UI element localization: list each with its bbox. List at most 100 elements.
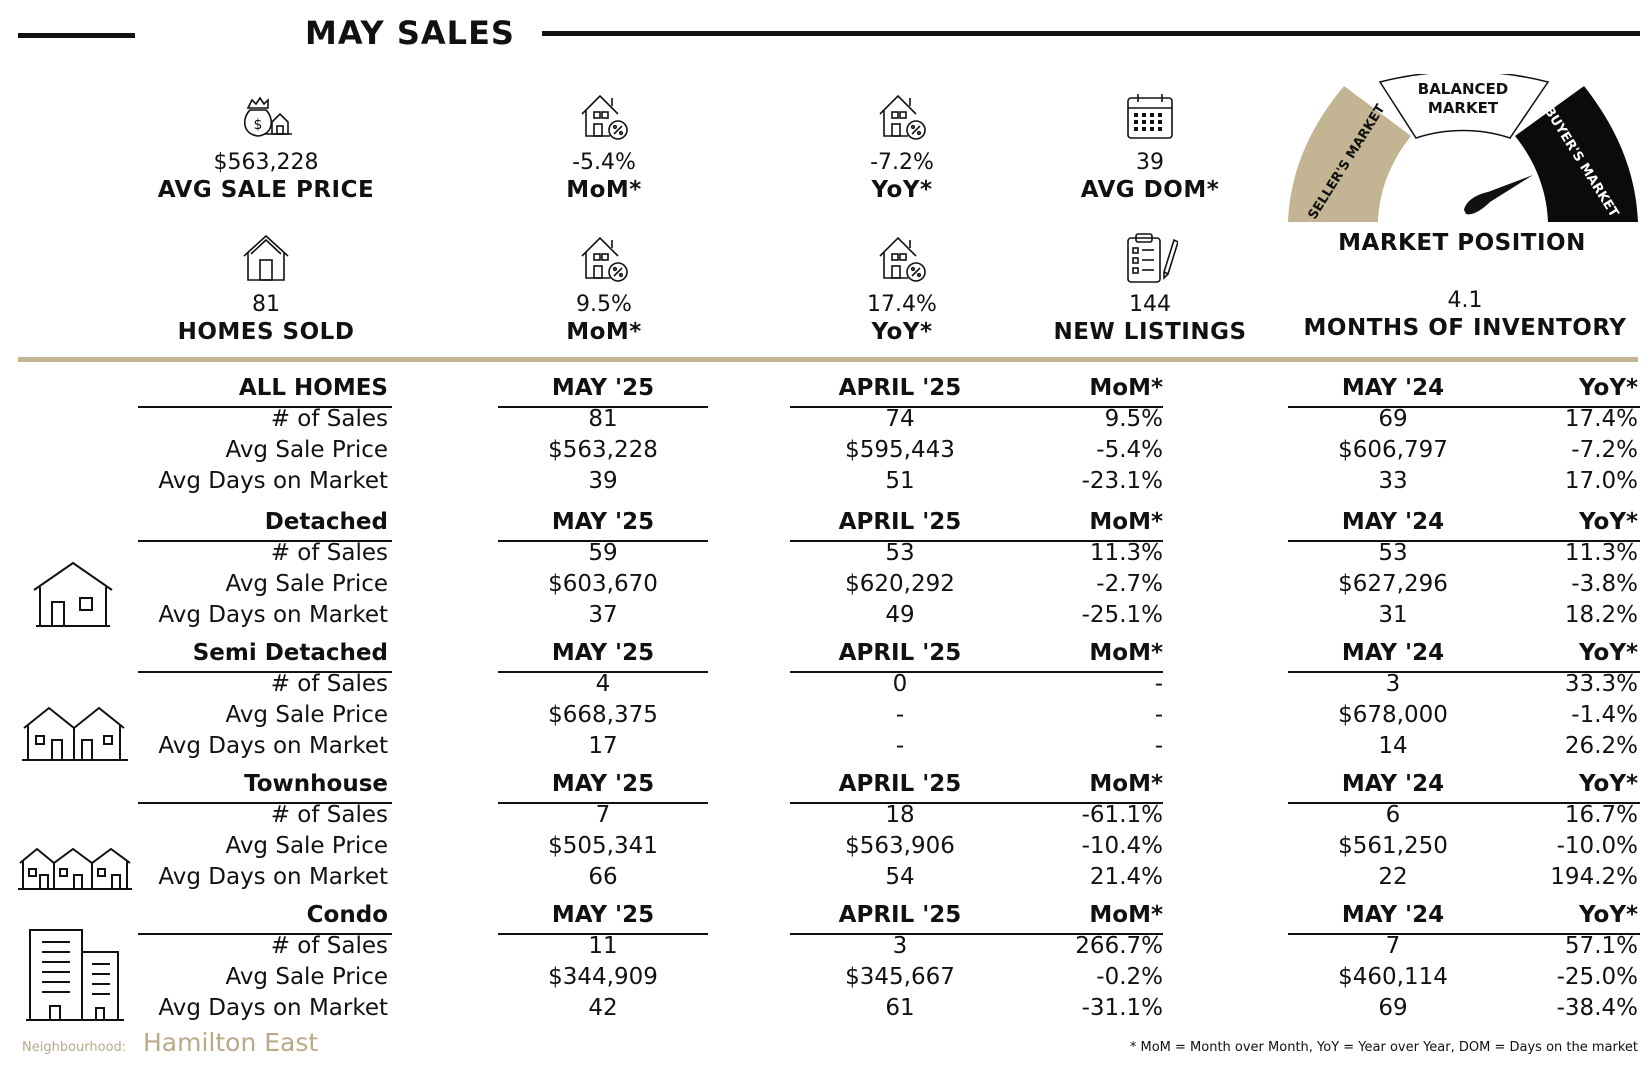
table-cell: 11.3% bbox=[1564, 540, 1638, 566]
table-cell: -25.1% bbox=[1081, 602, 1163, 628]
house-icon bbox=[243, 234, 289, 281]
kpi-avg-dom: 39 AVG DOM* bbox=[1000, 88, 1300, 203]
header-rule-right bbox=[542, 31, 1640, 36]
table-cell: -7.2% bbox=[1571, 437, 1638, 463]
kpi-label: MoM* bbox=[566, 177, 642, 203]
row-label: Avg Days on Market bbox=[158, 864, 388, 890]
row-label: Avg Days on Market bbox=[158, 602, 388, 628]
table-cell: 14 bbox=[1378, 733, 1408, 759]
table-cell: 17.0% bbox=[1564, 468, 1638, 494]
section-underline bbox=[138, 671, 392, 673]
row-label: # of Sales bbox=[270, 933, 388, 959]
table-cell: -2.7% bbox=[1096, 571, 1163, 597]
house-percent-icon bbox=[581, 236, 628, 282]
column-underline bbox=[1498, 933, 1640, 935]
table-cell: 49 bbox=[885, 602, 915, 628]
column-header-last-year: MAY '24 bbox=[1341, 375, 1445, 401]
svg-text:$: $ bbox=[254, 117, 263, 133]
table-cell: 39 bbox=[588, 468, 618, 494]
kpi-homes-sold: 81 HOMES SOLD bbox=[116, 230, 416, 345]
kpi-value: -5.4% bbox=[572, 150, 636, 175]
page-title: MAY SALES bbox=[305, 14, 515, 52]
table-cell: $345,667 bbox=[845, 964, 955, 990]
table-cell: $460,114 bbox=[1338, 964, 1448, 990]
table-cell: 18.2% bbox=[1564, 602, 1638, 628]
column-underline bbox=[1010, 406, 1163, 408]
table-cell: 57.1% bbox=[1564, 933, 1638, 959]
table-cell: 7 bbox=[595, 802, 611, 828]
table-cell: 51 bbox=[885, 468, 915, 494]
section-title: Detached bbox=[264, 509, 388, 535]
row-label: Avg Sale Price bbox=[225, 964, 388, 990]
kpi-sold-yoy: 17.4% YoY* bbox=[752, 230, 1052, 345]
kpi-label: MoM* bbox=[566, 319, 642, 345]
table-cell: 11.3% bbox=[1089, 540, 1163, 566]
column-underline bbox=[1010, 540, 1163, 542]
table-cell: - bbox=[1154, 671, 1163, 697]
table-cell: $595,443 bbox=[845, 437, 955, 463]
table-cell: -61.1% bbox=[1081, 802, 1163, 828]
column-header-last-year: MAY '24 bbox=[1341, 640, 1445, 666]
table-cell: $563,906 bbox=[845, 833, 955, 859]
column-header-prev: APRIL '25 bbox=[838, 771, 962, 797]
column-underline bbox=[1288, 540, 1498, 542]
table-cell: 31 bbox=[1378, 602, 1408, 628]
table-cell: $678,000 bbox=[1338, 702, 1448, 728]
column-header-last-year: MAY '24 bbox=[1341, 509, 1445, 535]
section-underline bbox=[138, 802, 392, 804]
kpi-label: NEW LISTINGS bbox=[1053, 319, 1247, 345]
column-underline bbox=[1498, 540, 1640, 542]
column-underline bbox=[498, 933, 708, 935]
column-header-prev: APRIL '25 bbox=[838, 640, 962, 666]
table-cell: 21.4% bbox=[1089, 864, 1163, 890]
table-cell: - bbox=[1154, 702, 1163, 728]
table-cell: $620,292 bbox=[845, 571, 955, 597]
kpi-new-listings: 144 NEW LISTINGS bbox=[1000, 230, 1300, 345]
kpi-value: 9.5% bbox=[576, 292, 632, 317]
column-header-prev: APRIL '25 bbox=[838, 375, 962, 401]
table-cell: - bbox=[895, 702, 905, 728]
table-cell: 81 bbox=[588, 406, 618, 432]
column-underline bbox=[1288, 802, 1498, 804]
table-cell: 194.2% bbox=[1550, 864, 1638, 890]
table-cell: 53 bbox=[1378, 540, 1408, 566]
table-cell: 69 bbox=[1378, 995, 1408, 1021]
table-cell: 26.2% bbox=[1564, 733, 1638, 759]
table-cell: 53 bbox=[885, 540, 915, 566]
column-header-yoy: YoY* bbox=[1578, 771, 1638, 797]
semi-detached-icon bbox=[22, 706, 128, 761]
column-underline bbox=[1288, 933, 1498, 935]
row-label: Avg Sale Price bbox=[225, 571, 388, 597]
header-rule-left bbox=[18, 33, 135, 38]
column-header-prev: APRIL '25 bbox=[838, 509, 962, 535]
kpi-label: YoY* bbox=[871, 319, 933, 345]
table-cell: $561,250 bbox=[1338, 833, 1448, 859]
table-cell: $668,375 bbox=[548, 702, 658, 728]
townhouse-icon bbox=[18, 847, 132, 890]
row-label: # of Sales bbox=[270, 406, 388, 432]
table-cell: -3.8% bbox=[1571, 571, 1638, 597]
table-cell: 59 bbox=[588, 540, 618, 566]
market-position-caption: MARKET POSITION bbox=[1338, 230, 1586, 256]
section-underline bbox=[138, 540, 392, 542]
column-header-yoy: YoY* bbox=[1578, 902, 1638, 928]
column-header-yoy: YoY* bbox=[1578, 509, 1638, 535]
table-cell: $627,296 bbox=[1338, 571, 1448, 597]
table-cell: - bbox=[895, 733, 905, 759]
table-cell: 33.3% bbox=[1564, 671, 1638, 697]
kpi-price-mom: -5.4% MoM* bbox=[454, 88, 754, 203]
detached-house-icon bbox=[33, 561, 113, 627]
kpi-avg-sale-price: $ $563,228 AVG SALE PRICE bbox=[116, 88, 416, 203]
neighbourhood-name: Hamilton East bbox=[143, 1028, 319, 1057]
kpi-label: YoY* bbox=[871, 177, 933, 203]
table-cell: -1.4% bbox=[1571, 702, 1638, 728]
column-underline bbox=[790, 540, 1010, 542]
column-underline bbox=[790, 406, 1010, 408]
gauge-seller-segment bbox=[1288, 86, 1411, 222]
market-gauge: BALANCED MARKET SELLER'S MARKET BUYER'S … bbox=[1288, 74, 1638, 222]
kpi-value: 4.1 bbox=[1447, 288, 1483, 313]
kpi-value: 81 bbox=[252, 292, 280, 317]
table-cell: 69 bbox=[1378, 406, 1408, 432]
kpi-value: -7.2% bbox=[870, 150, 934, 175]
table-cell: 74 bbox=[885, 406, 915, 432]
